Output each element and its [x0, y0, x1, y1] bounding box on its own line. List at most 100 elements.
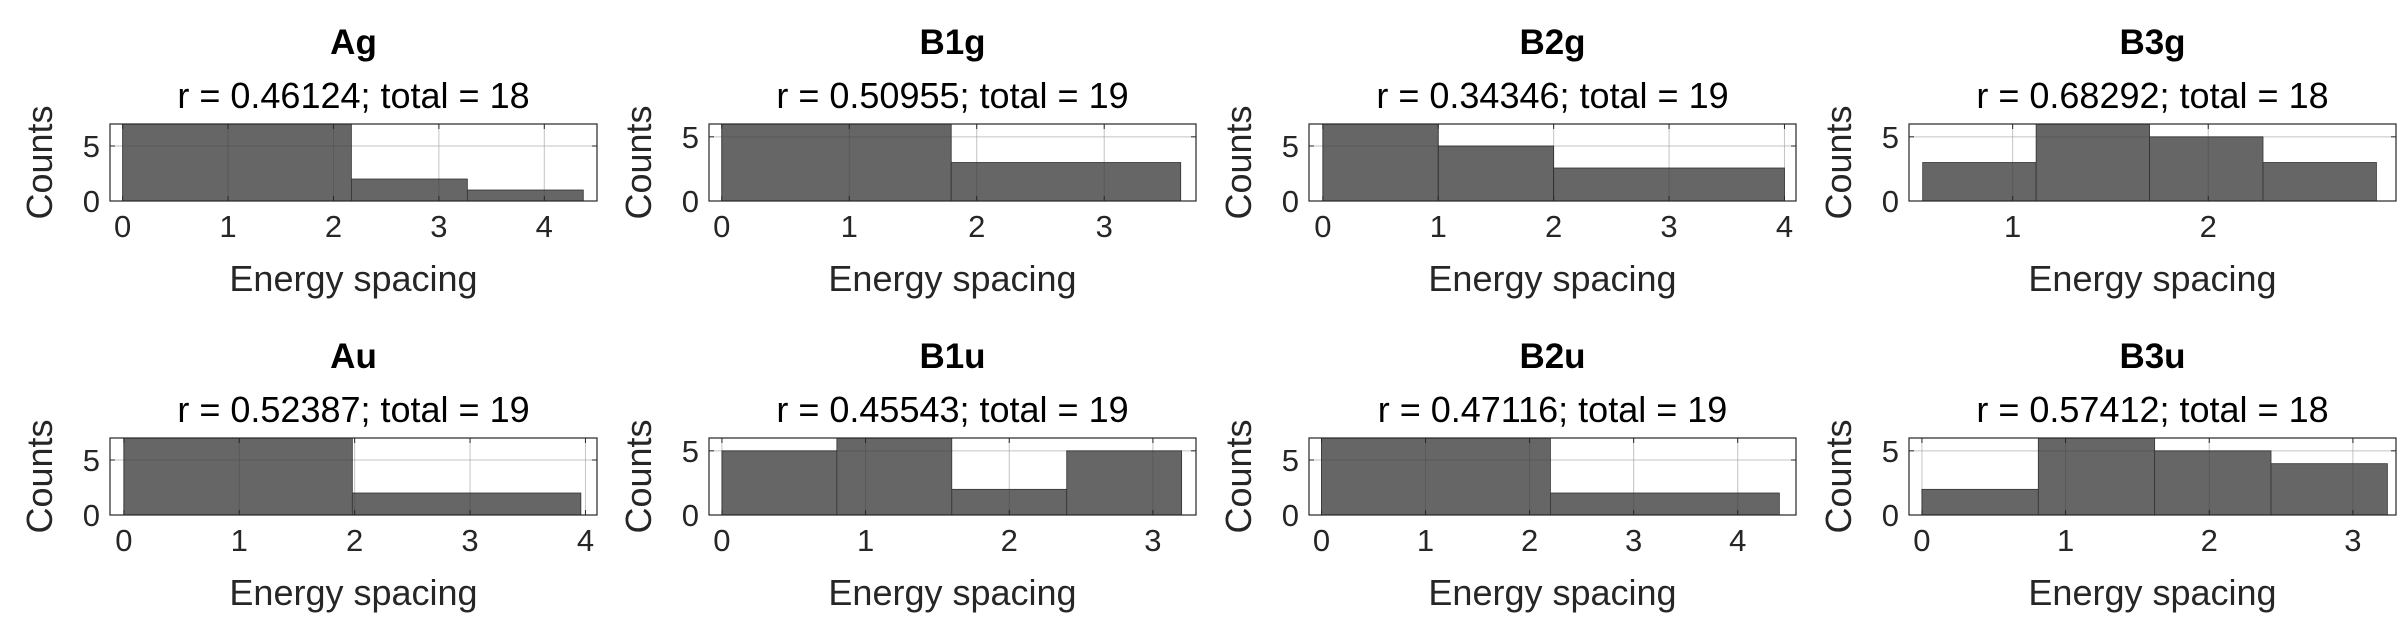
- axes-frame-au: [109, 437, 598, 516]
- y-tick-label: 0: [83, 498, 100, 533]
- histogram-bar: [1066, 450, 1183, 516]
- x-tick-label: 1: [219, 209, 236, 244]
- chart-subtitle-au: r = 0.52387; total = 19: [177, 389, 529, 430]
- y-axis-label: Counts: [1818, 419, 1859, 533]
- y-tick-label: 0: [682, 184, 699, 219]
- y-tick-label: 5: [1882, 120, 1899, 155]
- x-tick-label: 2: [2200, 209, 2217, 244]
- y-axis-label: Counts: [1218, 105, 1259, 219]
- axes-frame-b1u: [708, 437, 1197, 516]
- axes-frame-b2u: [1308, 437, 1797, 516]
- y-axis-label: Counts: [618, 105, 659, 219]
- histogram-bar: [351, 492, 582, 516]
- axes-frame-b2g: [1308, 123, 1797, 202]
- y-tick-label: 5: [682, 120, 699, 155]
- histogram-bar: [2037, 437, 2156, 516]
- x-axis-label: Energy spacing: [828, 258, 1076, 299]
- axes-frame-b3u: [1908, 437, 2397, 516]
- x-axis-label: Energy spacing: [828, 572, 1076, 613]
- x-tick-label: 2: [1001, 523, 1018, 558]
- chart-subtitle-b3g: r = 0.68292; total = 18: [1976, 75, 2328, 116]
- histogram-bar: [350, 178, 468, 202]
- x-tick-label: 0: [114, 209, 131, 244]
- x-tick-label: 3: [1144, 523, 1161, 558]
- x-tick-label: 4: [1776, 209, 1793, 244]
- histogram-bar: [2154, 450, 2272, 516]
- histogram-bar: [950, 162, 1182, 202]
- x-tick-label: 3: [1660, 209, 1677, 244]
- y-axis-label: Counts: [19, 419, 60, 533]
- histogram-bar: [2035, 123, 2150, 202]
- chart-title-b3u: B3u: [2119, 337, 2185, 376]
- y-tick-label: 5: [682, 434, 699, 469]
- histogram-bar: [123, 437, 353, 516]
- y-tick-label: 0: [1882, 184, 1899, 219]
- x-tick-label: 3: [1096, 209, 1113, 244]
- x-tick-label: 0: [1913, 523, 1930, 558]
- y-axis-label: Counts: [19, 105, 60, 219]
- x-tick-label: 1: [231, 523, 248, 558]
- y-tick-label: 5: [1882, 434, 1899, 469]
- histogram-bar: [1321, 437, 1551, 516]
- x-tick-label: 3: [430, 209, 447, 244]
- x-tick-label: 3: [2344, 523, 2361, 558]
- axes-frame-ag: [109, 123, 598, 202]
- histogram-bar: [2149, 136, 2264, 202]
- x-tick-label: 1: [2004, 209, 2021, 244]
- x-tick-label: 1: [1417, 523, 1434, 558]
- y-tick-label: 0: [83, 184, 100, 219]
- x-tick-label: 2: [968, 209, 985, 244]
- x-axis-label: Energy spacing: [1428, 258, 1676, 299]
- y-axis-label: Counts: [1818, 105, 1859, 219]
- x-tick-label: 2: [2201, 523, 2218, 558]
- y-axis-label: Counts: [618, 419, 659, 533]
- x-tick-label: 0: [713, 523, 730, 558]
- chart-subtitle-ag: r = 0.46124; total = 18: [177, 75, 529, 116]
- x-tick-label: 3: [1625, 523, 1642, 558]
- x-tick-label: 2: [325, 209, 342, 244]
- histogram-bar: [466, 189, 584, 202]
- x-axis-label: Energy spacing: [2028, 572, 2276, 613]
- chart-title-b1g: B1g: [919, 23, 985, 62]
- chart-subtitle-b2g: r = 0.34346; total = 19: [1376, 75, 1728, 116]
- histogram-bar: [2262, 162, 2377, 202]
- y-tick-label: 5: [1282, 129, 1299, 164]
- y-tick-label: 0: [682, 498, 699, 533]
- x-tick-label: 2: [346, 523, 363, 558]
- y-tick-label: 0: [1282, 498, 1299, 533]
- histogram-bar: [1921, 488, 2039, 516]
- chart-title-b2g: B2g: [1519, 23, 1585, 62]
- x-tick-label: 1: [2057, 523, 2074, 558]
- histogram-bar: [836, 437, 953, 516]
- x-tick-label: 1: [857, 523, 874, 558]
- histogram-bar: [721, 123, 952, 202]
- chart-title-b3g: B3g: [2119, 23, 2185, 62]
- chart-subtitle-b1u: r = 0.45543; total = 19: [776, 389, 1128, 430]
- y-tick-label: 5: [83, 443, 100, 478]
- x-tick-label: 3: [461, 523, 478, 558]
- y-tick-label: 5: [83, 129, 100, 164]
- y-tick-label: 0: [1282, 184, 1299, 219]
- x-tick-label: 2: [1545, 209, 1562, 244]
- x-axis-label: Energy spacing: [1428, 572, 1676, 613]
- chart-subtitle-b1g: r = 0.50955; total = 19: [776, 75, 1128, 116]
- x-tick-label: 4: [536, 209, 553, 244]
- chart-title-b1u: B1u: [919, 337, 985, 376]
- histogram-bar: [2270, 463, 2388, 516]
- x-tick-label: 0: [115, 523, 132, 558]
- x-tick-label: 4: [577, 523, 594, 558]
- x-tick-label: 1: [1430, 209, 1447, 244]
- histogram-bar: [122, 123, 352, 202]
- y-axis-label: Counts: [1218, 419, 1259, 533]
- x-tick-label: 2: [1521, 523, 1538, 558]
- x-axis-label: Energy spacing: [2028, 258, 2276, 299]
- chart-title-ag: Ag: [330, 23, 377, 62]
- chart-subtitle-b3u: r = 0.57412; total = 18: [1976, 389, 2328, 430]
- y-tick-label: 5: [1282, 443, 1299, 478]
- histogram-bar: [721, 450, 838, 516]
- axes-frame-b3g: [1908, 123, 2397, 202]
- chart-title-au: Au: [330, 337, 377, 376]
- x-tick-label: 4: [1729, 523, 1746, 558]
- histogram-bar: [1437, 145, 1555, 202]
